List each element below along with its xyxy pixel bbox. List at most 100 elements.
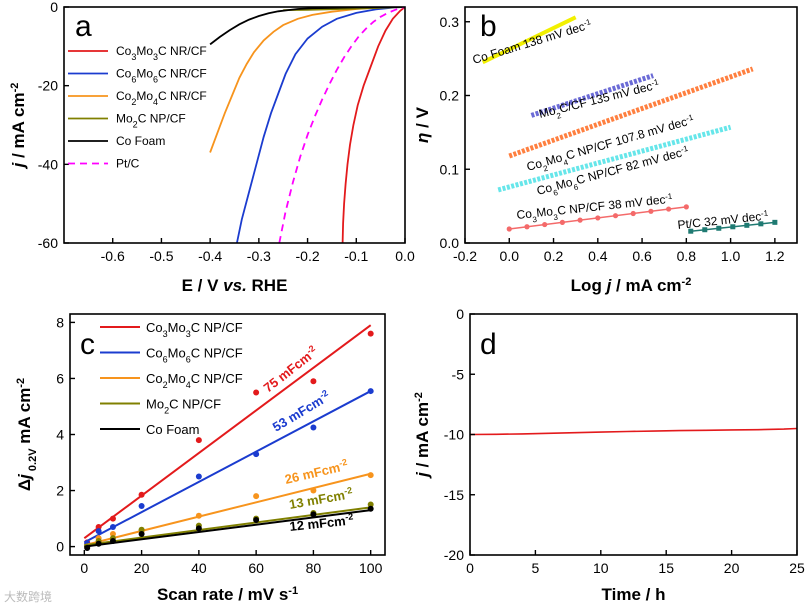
- panel-c-legend-label: Co2Mo4C NP/CF: [146, 371, 243, 390]
- panel-c-point: [84, 544, 91, 551]
- panel-c-point: [310, 487, 317, 494]
- panel-a-legend-label: Pt/C: [116, 157, 140, 171]
- panel-a-x-tick-label: -0.1: [344, 248, 368, 264]
- panel-c-point: [367, 472, 374, 479]
- panel-b-slope-annotation: Mo2C/CF 135 mV dec-1: [537, 77, 662, 125]
- panel-c-point: [195, 512, 202, 519]
- panel-b-point: [758, 221, 764, 227]
- panel-c-x-tick-label: 20: [134, 560, 150, 576]
- panel-b-point: [630, 210, 636, 217]
- panel-b-x-tick-label: 0.2: [544, 248, 564, 264]
- panel-d-y-tick-label: -10: [444, 427, 464, 443]
- panel-a-y-axis-label: j / mA cm-2: [9, 83, 28, 170]
- panel-b-point: [716, 225, 722, 231]
- panel-c-point: [138, 530, 145, 537]
- panel-b-frame: [464, 6, 798, 244]
- panel-d-y-tick-label: -5: [452, 366, 465, 382]
- panel-c-legend-label: Mo2C NP/CF: [146, 397, 221, 416]
- panel-b-point: [612, 213, 619, 219]
- panel-d: 0 5 10 15 20 25 0 -5 -10 -15 -20 d Time / h j / mA cm…: [413, 306, 805, 604]
- panel-b-x-tick-label: 1.2: [765, 248, 785, 264]
- panel-b-point: [666, 206, 672, 212]
- panel-c-y-tick-label: 6: [56, 370, 64, 386]
- panel-c-legend-label: Co Foam: [146, 422, 199, 437]
- panel-d-y-tick-label: -15: [444, 487, 464, 503]
- panel-c-point: [367, 501, 374, 508]
- panel-d-letter: d: [480, 328, 497, 361]
- panel-d-x-tick-label: 25: [789, 560, 805, 576]
- panel-c-fit-line: [84, 509, 371, 548]
- panel-c-legend-label: Co3Mo3C NP/CF: [146, 320, 243, 339]
- panel-c-y-tick-label: 4: [56, 427, 64, 443]
- panel-a-legend-label: Co2Mo4C NR/CF: [116, 89, 207, 107]
- panel-d-x-tick-label: 15: [658, 560, 674, 576]
- panel-c-point: [253, 451, 260, 458]
- panel-c-point: [367, 330, 374, 337]
- panel-c-fit-line: [83, 390, 372, 544]
- panel-a-x-tick-label: -0.6: [101, 248, 125, 264]
- panel-a: -0.6 -0.5 -0.4 -0.3 -0.2 -0.1 0.0 0 -20 -40 -60 a Co…: [9, 0, 415, 295]
- panel-d-x-tick-label: 10: [593, 560, 609, 576]
- panel-c-letter: c: [80, 328, 95, 361]
- panel-c-y-tick-label: 2: [56, 483, 64, 499]
- panel-d-x-tick-label: 20: [724, 560, 740, 576]
- panel-c-point: [253, 516, 260, 523]
- panel-a-series-line: [341, 7, 405, 243]
- panel-c-point: [195, 473, 202, 480]
- panel-b-point: [772, 219, 778, 225]
- panel-c-point: [310, 378, 317, 385]
- watermark: 大数跨境: [4, 589, 52, 604]
- panel-b-fit-band: [530, 73, 654, 118]
- panel-b-point: [595, 215, 601, 221]
- panel-b-point: [702, 227, 708, 233]
- panel-a-letter: a: [75, 10, 92, 43]
- panel-b-point: [744, 222, 750, 228]
- panel-b-y-tick-label: 0.3: [440, 14, 460, 30]
- panel-c-x-tick-label: 40: [191, 560, 207, 576]
- panel-a-x-tick-label: 0.0: [395, 248, 415, 264]
- panel-b-x-tick-label: 1.0: [721, 248, 741, 264]
- panel-b-fit-band: [508, 66, 754, 159]
- panel-b-fit-band: [497, 124, 732, 193]
- panel-c-x-tick-label: 100: [359, 560, 383, 576]
- panel-c-point: [95, 528, 102, 535]
- panel-c-point: [310, 424, 317, 431]
- panel-c-point: [195, 525, 202, 532]
- panel-a-y-tick-label: 0: [50, 0, 58, 15]
- panel-b-point: [648, 208, 654, 214]
- panel-b-point: [542, 221, 548, 228]
- panel-a-legend-label: Co6Mo6C NR/CF: [116, 67, 207, 85]
- panel-c-point: [138, 491, 145, 498]
- panel-b-point: [506, 226, 512, 232]
- panel-b-point: [730, 224, 736, 230]
- panel-c-point: [138, 502, 145, 509]
- panel-a-series-line: [209, 7, 405, 153]
- panel-c-x-tick-label: 80: [306, 560, 322, 576]
- panel-d-x-axis-label: Time / h: [602, 585, 666, 604]
- panel-b-fit-band: [481, 15, 577, 65]
- panel-b-x-axis-label: Log j / mA cm-2: [571, 276, 692, 295]
- panel-c-point: [310, 511, 317, 518]
- panel-a-x-tick-label: -0.5: [149, 248, 173, 264]
- panel-b-y-tick-label: 0.1: [440, 161, 460, 177]
- panel-c-y-tick-label: 8: [56, 314, 64, 330]
- panel-c-legend-label: Co6Mo6C NP/CF: [146, 346, 243, 365]
- panel-d-y-axis-label: j / mA cm-2: [413, 392, 432, 479]
- panel-c-capacitance-label: 12 mFcm-2: [289, 511, 355, 534]
- panel-c-x-tick-label: 0: [80, 560, 88, 576]
- panel-b-point: [577, 217, 583, 223]
- panel-b-letter: b: [480, 10, 497, 43]
- panel-d-y-tick-label: -20: [444, 547, 464, 563]
- panel-b-x-tick-label: 0.0: [500, 248, 520, 264]
- panel-c-point: [138, 526, 145, 533]
- panel-b-x-tick-label: 0.8: [677, 248, 697, 264]
- panel-a-x-tick-label: -0.3: [247, 248, 271, 264]
- panel-c-point: [109, 523, 116, 530]
- panel-c-point: [367, 505, 374, 512]
- panel-b-point: [688, 228, 694, 234]
- panel-c-x-tick-label: 60: [248, 560, 264, 576]
- panel-c-y-tick-label: 0: [56, 539, 64, 555]
- panel-a-series-line: [236, 7, 405, 243]
- panel-b-y-axis-label: η / V: [413, 106, 432, 143]
